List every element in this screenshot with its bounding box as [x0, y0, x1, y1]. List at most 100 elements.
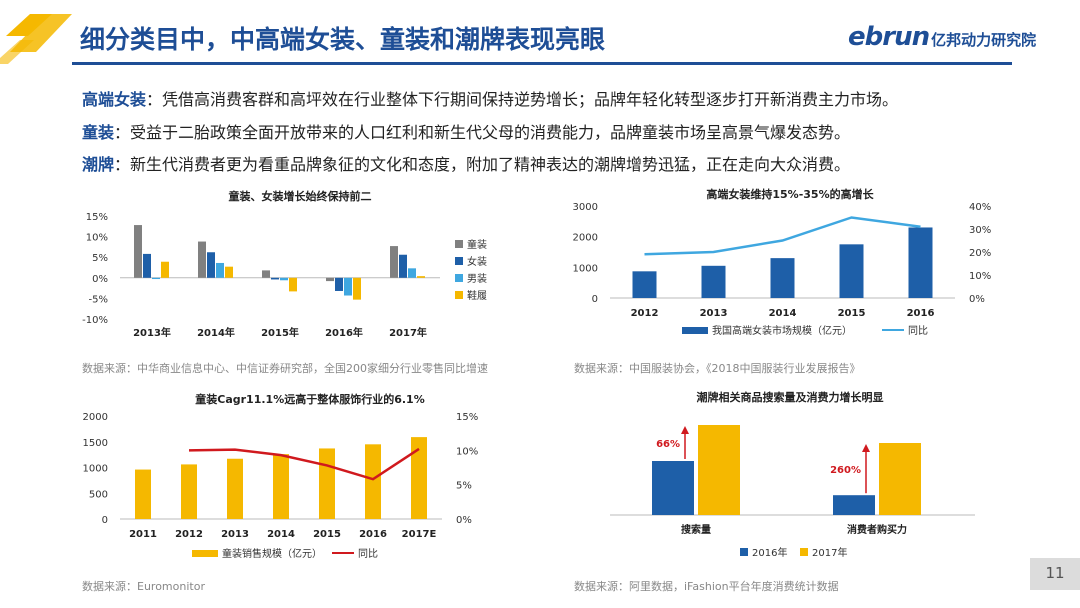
chart3-svg: 2000 1500 1000 500 0 15% 10% 5% 0% 2011 2012 2013 20… — [83, 412, 479, 560]
bar-2014 — [273, 454, 289, 519]
page-number-box — [1030, 558, 1080, 590]
bar-鞋履-2014年 — [225, 266, 233, 278]
legend-swatch — [455, 291, 463, 299]
y-left-tick-label: 1000 — [573, 263, 598, 274]
x-tick-label: 2012 — [631, 308, 659, 319]
y-right-tick-label: 30% — [969, 225, 991, 236]
y-right-tick-label: 20% — [969, 248, 991, 259]
legend-label: 女装 — [467, 255, 487, 268]
bar-2013 — [701, 265, 726, 298]
bar-童装-2016年 — [326, 277, 334, 282]
y-right-tick-label: 40% — [969, 202, 991, 213]
line-series-yoy — [188, 447, 420, 481]
bar-男装-2015年 — [280, 277, 288, 281]
chart4-title: 潮牌相关商品搜索量及消费力增长明显 — [696, 391, 884, 404]
legend-swatch — [455, 274, 463, 282]
bar-童装-2017年 — [390, 246, 398, 278]
chart3-title: 童装Cagr11.1%远高于整体服饰行业的6.1% — [195, 393, 425, 406]
legend-swatch — [455, 240, 463, 248]
legend-swatch-bar — [682, 327, 708, 334]
bullet-keyword: 高端女装 — [82, 90, 147, 109]
chart2-source: 数据来源：中国服装协会，《2018中国服装行业发展报告》 — [574, 362, 861, 375]
growth-arrow-head — [681, 426, 689, 434]
bar-鞋履-2015年 — [289, 277, 297, 292]
y-tick-label: -10% — [82, 315, 108, 326]
legend-label: 童装 — [467, 238, 487, 251]
x-tick-label: 2016 — [359, 529, 387, 540]
legend-swatch-bar — [192, 550, 218, 557]
bar-2012 — [181, 464, 197, 519]
x-tick-label: 2011 — [129, 529, 157, 540]
legend-label-line: 同比 — [908, 325, 928, 337]
legend-label: 2016年 — [752, 546, 787, 559]
bar-2016 — [908, 227, 933, 298]
y-right-tick-label: 15% — [456, 412, 478, 423]
bar-2015 — [319, 448, 335, 519]
bar-童装-2015年 — [262, 270, 270, 278]
x-tick-label: 2016 — [907, 308, 935, 319]
chart1-svg: 15% 10% 5% 0% -5% -10% 2013年 2014年 2015年 2016年 201… — [82, 212, 487, 339]
growth-label: 66% — [656, 439, 680, 450]
y-right-tick-label: 0% — [456, 515, 472, 526]
y-left-tick-label: 3000 — [573, 202, 598, 213]
bar-2015 — [839, 244, 864, 298]
bar-女装-2017年 — [399, 254, 407, 278]
bar-女装-2015年 — [271, 277, 279, 280]
legend-label-line: 同比 — [358, 548, 378, 560]
y-right-tick-label: 10% — [969, 271, 991, 282]
chart2-svg: 3000 2000 1000 0 40% 30% 20% 10% 0% 2012 2013 2014 2… — [573, 202, 992, 337]
bar-2016-搜索量 — [652, 461, 694, 515]
y-tick-label: 0% — [92, 274, 108, 285]
bullet-text: ：受益于二胎政策全面开放带来的人口红利和新生代父母的消费能力，品牌童装市场呈高景… — [114, 123, 851, 142]
bar-2013 — [227, 458, 243, 519]
chart1-title: 童装、女装增长始终保持前二 — [228, 190, 372, 203]
bar-女装-2014年 — [207, 252, 215, 278]
bullet-text: ：新生代消费者更为看重品牌象征的文化和态度，附加了精神表达的潮牌增势迅猛，正在走… — [114, 155, 851, 174]
legend-label: 男装 — [467, 272, 487, 285]
y-left-tick-label: 500 — [89, 489, 108, 500]
x-tick-label: 2013 — [221, 529, 249, 540]
page-title: 细分类目中，中高端女装、童装和潮牌表现亮眼 — [80, 25, 606, 54]
y-left-tick-label: 1500 — [83, 438, 108, 449]
chart1-source: 数据来源：中华商业信息中心、中信证券研究部，全国200家细分行业零售同比增速 — [82, 362, 488, 375]
legend-swatch — [740, 548, 748, 556]
x-tick-label: 2015年 — [261, 326, 299, 339]
y-right-tick-label: 5% — [456, 481, 472, 492]
page-number: 11 — [1045, 564, 1065, 582]
x-tick-label: 2017年 — [389, 326, 427, 339]
y-tick-label: 5% — [92, 253, 108, 264]
logo-org: 亿邦动力研究院 — [931, 31, 1037, 49]
chart4-svg: 66% 搜索量 260% 消费者购买力 2016年 2017年 — [610, 425, 975, 559]
bar-童装-2014年 — [198, 241, 206, 278]
y-tick-label: 10% — [86, 233, 108, 244]
x-tick-label: 2015 — [838, 308, 866, 319]
x-tick-label: 2014年 — [197, 326, 235, 339]
growth-arrow-head — [862, 444, 870, 452]
x-tick-label: 2016年 — [325, 326, 363, 339]
y-tick-label: -5% — [89, 294, 108, 305]
bullet-high-end-womenswear: 高端女装：凭借高消费客群和高坪效在行业整体下行期间保持逆势增长；品牌年轻化转型逐… — [82, 86, 898, 110]
bar-鞋履-2016年 — [353, 277, 361, 300]
legend-swatch — [800, 548, 808, 556]
logo: ebrun 亿邦动力研究院 — [848, 22, 1036, 52]
x-tick-label: 2017E — [402, 529, 437, 540]
legend-swatch — [455, 257, 463, 265]
y-left-tick-label: 0 — [102, 515, 108, 526]
x-tick-label: 2013 — [700, 308, 728, 319]
y-tick-label: 15% — [86, 212, 108, 223]
bar-2017-搜索量 — [698, 425, 740, 515]
bar-2017E — [411, 437, 427, 519]
bar-女装-2013年 — [143, 253, 151, 278]
bar-鞋履-2017年 — [417, 276, 425, 278]
bar-2016-消费者购买力 — [833, 495, 875, 515]
bar-2011 — [135, 469, 151, 519]
chart3-source: 数据来源：Euromonitor — [82, 580, 205, 593]
chart4-source: 数据来源：阿里数据，iFashion平台年度消费统计数据 — [574, 580, 839, 593]
corner-decoration — [0, 14, 72, 64]
y-left-tick-label: 2000 — [573, 233, 598, 244]
x-tick-label: 2013年 — [133, 326, 171, 339]
bullet-keyword: 童装 — [82, 123, 115, 142]
chart2-title: 高端女装维持15%-35%的高增长 — [706, 188, 874, 201]
bar-鞋履-2013年 — [161, 261, 169, 278]
y-right-tick-label: 0% — [969, 294, 985, 305]
